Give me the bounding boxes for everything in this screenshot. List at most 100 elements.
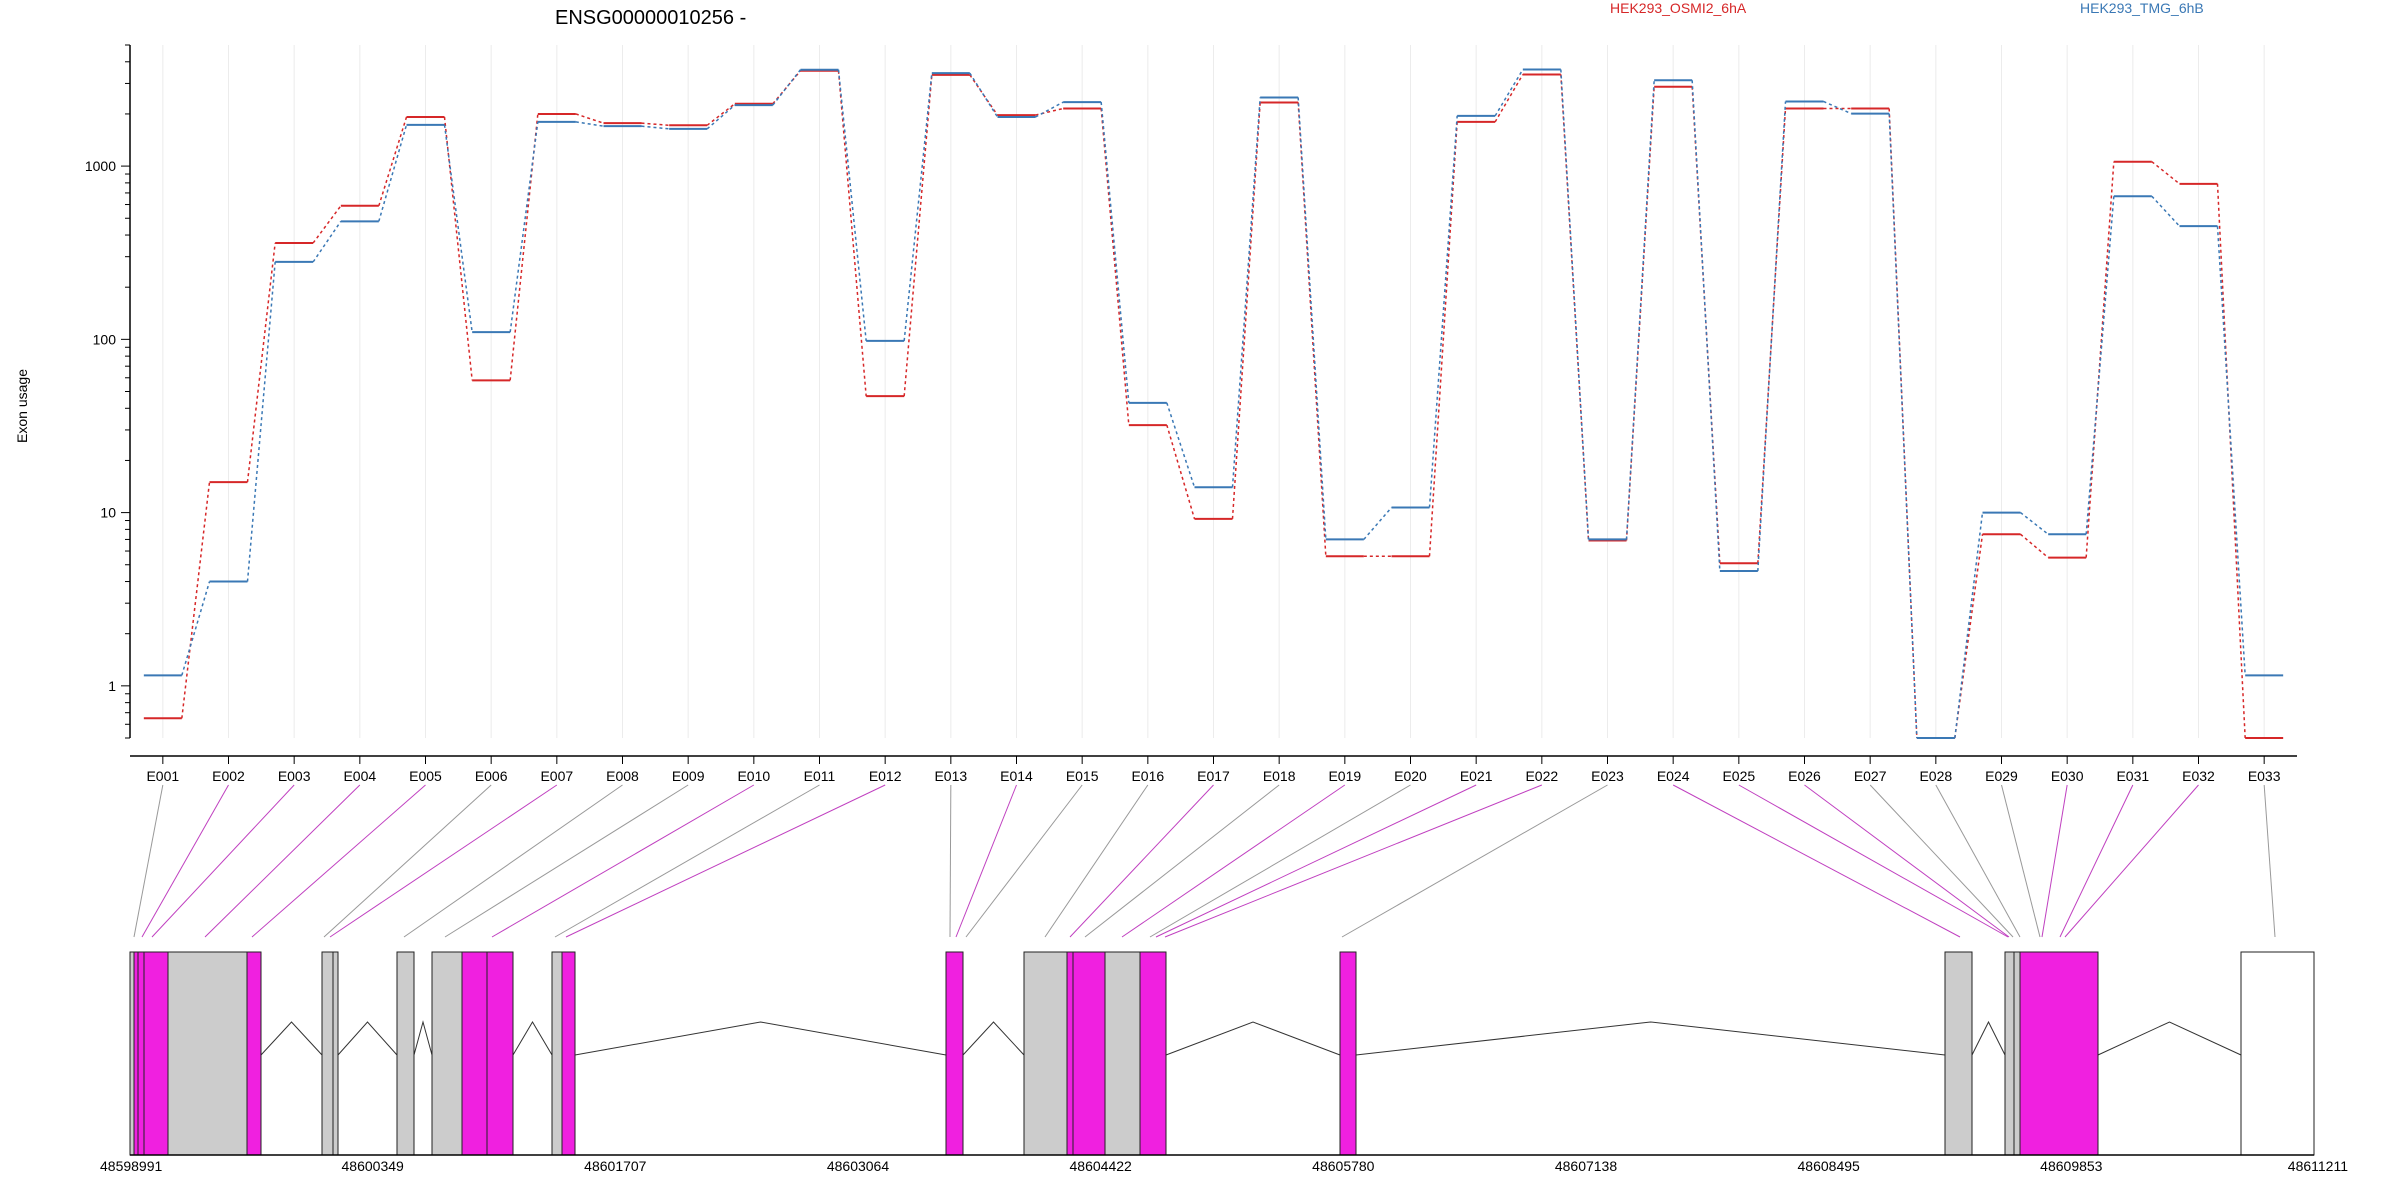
series-connector	[1691, 80, 1721, 572]
series-connector	[509, 113, 539, 381]
connector-E028	[1935, 784, 2021, 938]
y-axis-label: Exon usage	[14, 369, 30, 443]
coordinate-label: 48611211	[2288, 1158, 2348, 1174]
coordinate-label: 48604422	[1070, 1158, 1133, 1174]
legend-entry-osmi2: HEK293_OSMI2_6hA	[1610, 0, 1747, 16]
x-tick-label-E026: E026	[1788, 768, 1821, 784]
y-tick-label-10: 10	[100, 505, 116, 521]
connector-E008	[403, 784, 623, 938]
x-tick-label-E012: E012	[869, 768, 902, 784]
series-connector	[2020, 512, 2049, 535]
series-connector	[641, 122, 670, 127]
connector-E020	[1149, 784, 1411, 938]
connector-E004	[204, 784, 361, 938]
series-connector	[181, 581, 211, 676]
connector-E007	[329, 784, 558, 938]
x-tick-label-E031: E031	[2116, 768, 2149, 784]
exon-box	[486, 951, 514, 1156]
x-tick-label-E030: E030	[2051, 768, 2084, 784]
series-connector	[1100, 102, 1130, 403]
connector-E018	[1084, 784, 1280, 938]
series-connector	[706, 104, 736, 130]
series-connector	[1363, 507, 1393, 540]
series-connector	[509, 121, 539, 333]
x-tick-label-E020: E020	[1394, 768, 1427, 784]
connector-E017	[1069, 784, 1214, 938]
x-tick-label-E029: E029	[1985, 768, 2018, 784]
exon-box	[129, 951, 135, 1156]
series-connector	[2151, 195, 2181, 227]
connector-E016	[1044, 784, 1149, 938]
connector-E026	[1804, 784, 2010, 938]
x-tick-label-E009: E009	[672, 768, 705, 784]
series-connector	[1888, 113, 1918, 739]
series-connector	[2216, 226, 2246, 676]
exon-box	[1139, 951, 1167, 1156]
x-tick-label-E005: E005	[409, 768, 442, 784]
connector-E011	[554, 784, 820, 938]
connector-E030	[2041, 784, 2068, 938]
series-connector	[641, 125, 670, 130]
x-tick-label-E015: E015	[1066, 768, 1099, 784]
intron-line	[1355, 1021, 1946, 1056]
exon-box	[1339, 951, 1357, 1156]
connector-E015	[965, 784, 1083, 938]
exon-box	[137, 951, 145, 1156]
x-tick-label-E013: E013	[934, 768, 967, 784]
series-connector	[246, 261, 276, 582]
exon-box	[396, 951, 415, 1156]
x-tick-label-E033: E033	[2248, 768, 2281, 784]
exon-box	[561, 951, 576, 1156]
intron-line	[337, 1021, 398, 1056]
connector-E027	[1869, 784, 2014, 938]
intron-lines	[260, 1020, 2242, 1056]
series-lines	[143, 68, 2284, 739]
legend-entry-tmg: HEK293_TMG_6hB	[2080, 0, 2204, 16]
series-connector	[246, 242, 276, 483]
exon-box	[246, 951, 262, 1156]
x-tick-label-E004: E004	[343, 768, 376, 784]
series-connector	[1035, 107, 1064, 116]
connector-E009	[444, 784, 689, 938]
exon-box	[431, 951, 463, 1156]
series-connector	[706, 103, 736, 126]
x-tick-label-E024: E024	[1657, 768, 1690, 784]
series-connector	[2020, 533, 2049, 559]
exon-box	[1944, 951, 1973, 1156]
exon-box	[1066, 951, 1074, 1156]
y-tick-label-1: 1	[108, 678, 116, 694]
connector-E003	[151, 784, 295, 938]
series-connector	[1428, 115, 1458, 508]
y-tick-label-1000: 1000	[85, 158, 116, 174]
series-connector	[1231, 97, 1261, 488]
series-connector	[378, 124, 408, 222]
connector-E005	[251, 784, 426, 938]
x-tick-label-E007: E007	[540, 768, 573, 784]
series-connector	[1297, 97, 1327, 540]
connector-E029	[2001, 784, 2041, 938]
connector-E010	[491, 784, 755, 938]
series-connector	[837, 69, 867, 341]
intron-line	[1971, 1020, 2006, 1056]
series-connector	[443, 124, 473, 333]
series-connector	[1166, 402, 1196, 488]
series-connector	[903, 73, 933, 341]
vertical-gridlines	[162, 45, 2265, 738]
series-connector	[1100, 108, 1130, 426]
coordinate-label: 48598991	[100, 1158, 163, 1174]
series-connector	[1757, 101, 1787, 572]
intron-line	[413, 1020, 433, 1056]
series-connector	[575, 121, 604, 127]
series-connector	[1560, 69, 1590, 540]
x-tick-label-E032: E032	[2182, 768, 2215, 784]
coordinate-label: 48600349	[342, 1158, 405, 1174]
y-tick-label-100: 100	[93, 331, 117, 347]
intron-line	[1165, 1021, 1341, 1056]
series-connector	[1231, 102, 1261, 519]
chart-title: ENSG00000010256 -	[555, 7, 746, 29]
coordinate-label: 48607138	[1555, 1158, 1618, 1174]
connector-E025	[1738, 784, 2009, 938]
series-connector	[837, 70, 867, 397]
series-connector	[1166, 424, 1196, 520]
series-connector	[1954, 512, 1984, 739]
